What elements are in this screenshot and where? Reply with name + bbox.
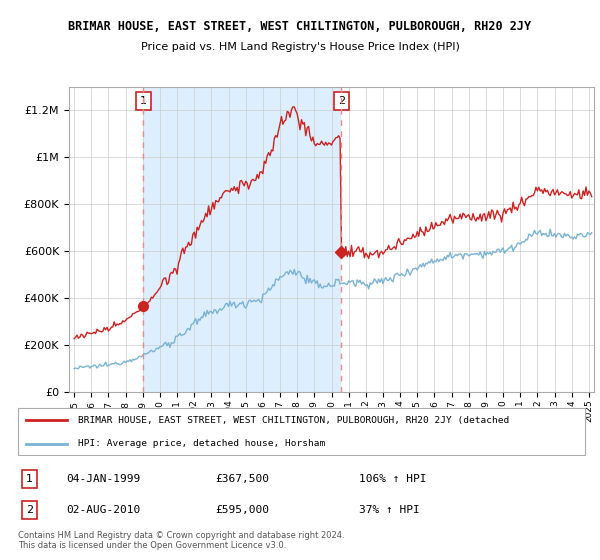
Text: 2: 2 [26,505,33,515]
Text: 106% ↑ HPI: 106% ↑ HPI [359,474,426,484]
Text: BRIMAR HOUSE, EAST STREET, WEST CHILTINGTON, PULBOROUGH, RH20 2JY (detached: BRIMAR HOUSE, EAST STREET, WEST CHILTING… [78,416,509,424]
Text: 1: 1 [26,474,33,484]
Text: BRIMAR HOUSE, EAST STREET, WEST CHILTINGTON, PULBOROUGH, RH20 2JY: BRIMAR HOUSE, EAST STREET, WEST CHILTING… [68,20,532,32]
Text: Price paid vs. HM Land Registry's House Price Index (HPI): Price paid vs. HM Land Registry's House … [140,42,460,52]
Text: 1: 1 [140,96,146,106]
Text: 2: 2 [338,96,345,106]
Text: Contains HM Land Registry data © Crown copyright and database right 2024.
This d: Contains HM Land Registry data © Crown c… [18,531,344,550]
Text: 02-AUG-2010: 02-AUG-2010 [67,505,141,515]
Text: 37% ↑ HPI: 37% ↑ HPI [359,505,419,515]
Text: 04-JAN-1999: 04-JAN-1999 [67,474,141,484]
Text: HPI: Average price, detached house, Horsham: HPI: Average price, detached house, Hors… [78,439,325,449]
Text: £367,500: £367,500 [215,474,269,484]
Bar [143,87,341,392]
Text: £595,000: £595,000 [215,505,269,515]
FancyBboxPatch shape [18,408,585,455]
